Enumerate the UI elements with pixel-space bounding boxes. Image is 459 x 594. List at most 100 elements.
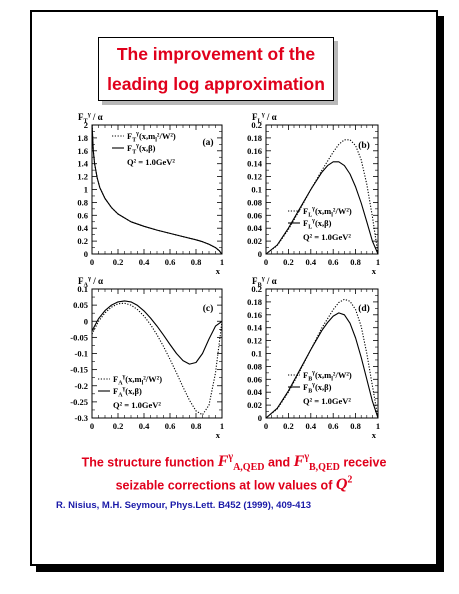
panel-tag: (d) [358,303,370,314]
legend-entry-part: F [303,206,308,216]
caption-line2-text: seizable corrections at low values of [115,478,336,493]
y-axis-label: FTγ / α [78,111,103,125]
legend-q2-label: Q² = 1.0GeV² [113,400,161,410]
y-tick-label: 0 [84,249,88,259]
legend-entry-part: F [303,382,308,392]
legend-entry: FBγ(x,ml²/W²) [303,370,352,383]
legend-entry-part: B [308,377,312,383]
legend-entry-part: F [127,143,132,153]
caption-line-1: The structure function FγA,QED and FγB,Q… [40,452,428,474]
panel-tag: (a) [202,137,213,148]
y-tick-label: -0.25 [70,397,88,407]
y-axis-label: FBγ / α [252,275,277,289]
caption-fb-symbol: FγB,QED [294,452,340,474]
legend-entry-part: l [331,213,333,219]
y-tick-label: 0 [84,316,88,326]
y-tick-label: 0.1 [77,284,88,294]
legend-entry-part: F [303,218,308,228]
y-tick-label: 0.02 [247,236,262,246]
legend-entry-part: L [308,225,312,231]
y-tick-label: 1 [84,185,88,195]
title-box: The improvement of the leading log appro… [98,37,334,101]
x-axis-label: x [216,430,221,440]
y-tick-label: 0.4 [77,223,88,233]
legend-entry-part: (x,β) [139,143,156,153]
legend-entry-part: T [132,150,136,156]
y-tick-label: 0.06 [247,374,262,384]
legend-entry-part: γ [122,386,126,392]
y-tick-label: 0.12 [247,336,262,346]
y-axis-label-part: F [252,276,258,286]
y-tick-label: 2 [84,120,88,130]
y-axis-label-part: γ [261,111,265,118]
y-tick-label: 0.08 [247,361,262,371]
legend-entry-part: T [132,138,136,144]
x-tick-label: 1 [376,257,380,267]
y-axis-label-part: L [258,118,262,125]
x-axis-label: x [372,266,377,276]
legend-entry: FTγ(x,β) [127,143,156,156]
caption-fa-sup: γ [228,452,234,463]
title-line-1: The improvement of the [116,44,316,64]
y-axis-label-part: γ [87,111,91,118]
y-tick-label: -0.3 [75,413,88,423]
y-tick-label: 0.02 [247,400,262,410]
y-tick-label: 0.2 [77,236,88,246]
x-tick-label: 0.2 [283,421,294,431]
series-line-beta [91,300,223,365]
x-tick-label: 0.2 [113,421,124,431]
x-tick-label: 0 [90,421,94,431]
legend-entry: FTγ(x,ml²/W²) [127,131,176,144]
y-tick-label: 1.2 [77,172,88,182]
legend-q2-label: Q² = 1.0GeV² [303,232,351,242]
legend-entry-part: B [308,389,312,395]
y-tick-label: 0.14 [247,159,263,169]
legend-entry-part: ²/W²) [333,370,352,380]
legend-entry-part: L [308,213,312,219]
legend-q2-label: Q² = 1.0GeV² [303,396,351,406]
x-tick-label: 0.4 [139,421,150,431]
y-tick-label: 0.2 [251,284,262,294]
y-tick-label: -0.15 [70,365,88,375]
x-tick-label: 0.6 [328,257,339,267]
legend-entry-part: F [113,386,118,396]
legend-q2-label: Q² = 1.0GeV² [127,157,175,167]
series-line-lepton-mass [265,298,379,419]
y-tick-label: -0.05 [70,332,88,342]
chart-panel-3: 0 0.02 0.04 0.06 0.08 0.1 0.12 0.14 0.16 0.18 0.2 0… [247,275,380,440]
y-tick-label: 0.06 [247,210,262,220]
y-axis-label-part: F [78,276,84,286]
y-axis-label-part: γ [87,275,91,282]
y-tick-label: -0.2 [75,381,88,391]
y-tick-label: 1.6 [77,146,88,156]
legend-entry-part: F [113,374,118,384]
y-tick-label: 0.18 [247,133,262,143]
legend-entry: FLγ(x,ml²/W²) [303,206,352,219]
y-axis-label-part: / α [265,112,277,122]
y-tick-label: 0.14 [247,323,263,333]
legend-entry-part: ²/W²) [333,206,352,216]
y-axis-label-part: γ [261,275,265,282]
series-line-beta [265,161,379,255]
reference-citation: R. Nisius, M.H. Seymour, Phys.Lett. B452… [56,500,312,511]
x-tick-label: 0.4 [139,257,150,267]
y-tick-label: 0.05 [73,300,88,310]
x-tick-label: 1 [376,421,380,431]
y-tick-label: 0.2 [251,120,262,130]
x-tick-label: 0.2 [283,257,294,267]
chart-panel-1: 0 0.02 0.04 0.06 0.08 0.1 0.12 0.14 0.16 0.18 0.2 0… [247,111,380,276]
x-tick-label: 0 [90,257,94,267]
chart-panel-0: 0 0.2 0.4 0.6 0.8 1 1.2 1.4 1.6 1.8 2 0 0.2 0.4 0.6 0.8… [77,111,224,276]
legend-q2-label-part: Q² = 1.0GeV² [303,396,351,406]
caption-middle: and [264,455,294,470]
legend-entry-part: (x,β) [315,382,332,392]
legend-entry-part: l [155,138,157,144]
y-axis-label: FAγ / α [78,275,103,289]
series-line-lepton-mass [265,139,379,255]
x-tick-label: 0.8 [191,257,202,267]
legend-entry-part: ²/W²) [143,374,162,384]
y-tick-label: 0 [258,413,262,423]
legend-entry-part: l [142,381,144,387]
legend-entry: FAγ(x,ml²/W²) [113,374,162,387]
legend-entry-part: F [303,370,308,380]
